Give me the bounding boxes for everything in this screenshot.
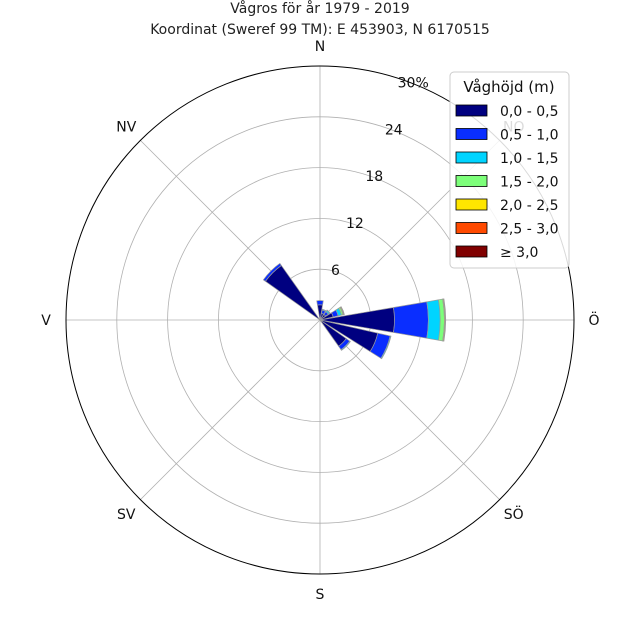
- radial-tick-3: 24: [385, 122, 403, 138]
- legend-label-1: 0,5 - 1,0: [500, 128, 558, 144]
- legend-swatch-0: [455, 104, 488, 117]
- legend-swatch-2: [455, 151, 488, 164]
- polar-outer-boundary: [65, 65, 575, 575]
- radial-tick-1: 12: [346, 216, 364, 232]
- bar-NV-s0: [264, 264, 321, 321]
- bar-Ö-s2: [426, 299, 441, 341]
- compass-label-4: S: [316, 587, 325, 603]
- chart-title: Vågros för år 1979 - 2019: [230, 0, 409, 17]
- legend-swatch-3: [455, 175, 488, 187]
- radial-tick-0: 6: [331, 263, 340, 279]
- bar-SÖ-s2: [340, 340, 351, 351]
- compass-label-3: SÖ: [504, 505, 524, 523]
- legend-swatch-4: [455, 198, 488, 211]
- compass-label-5: SV: [117, 507, 136, 523]
- radial-tick-2: 18: [365, 169, 383, 185]
- bar-Ö-s5: [443, 298, 447, 342]
- radial-tick-4: 30%: [398, 75, 429, 91]
- legend-title: Våghöjd (m): [463, 78, 554, 96]
- grid-spoke: [319, 319, 500, 500]
- legend-swatch-1: [455, 128, 488, 140]
- bar-ONO-s5: [340, 306, 345, 315]
- legend-label-0: 0,0 - 0,5: [500, 104, 558, 120]
- legend-label-4: 2,0 - 2,5: [500, 198, 558, 214]
- bar-NV-s1: [262, 262, 282, 282]
- bar-N-s1: [316, 300, 324, 306]
- legend-swatch-5: [455, 222, 488, 234]
- legend-swatch-6: [455, 245, 488, 258]
- legend-label-2: 1,0 - 1,5: [500, 151, 558, 167]
- legend-label-6: ≥ 3,0: [500, 245, 538, 261]
- grid-spoke: [140, 319, 321, 500]
- wave-bars: [262, 262, 447, 360]
- bar-NNO-s2: [321, 308, 327, 312]
- chart-subtitle: Koordinat (Sweref 99 TM): E 453903, N 61…: [150, 22, 490, 38]
- compass-label-0: N: [315, 39, 325, 55]
- radial-tick-labels: 6 12 18 24 30%: [331, 75, 429, 279]
- legend-label-3: 1,5 - 2,0: [500, 175, 558, 191]
- bar-OSO-s2: [380, 335, 392, 360]
- bar-Ö-s1: [393, 301, 429, 339]
- compass-label-7: NV: [116, 119, 136, 135]
- compass-label-6: V: [41, 313, 51, 329]
- legend-frame: [449, 71, 570, 269]
- compass-label-2: Ö: [588, 311, 599, 329]
- legend-items: 0,0 - 0,5 0,5 - 1,0 1,0 - 1,5 1,5 - 2,0 2,0 …: [455, 104, 558, 261]
- legend-label-5: 2,5 - 3,0: [500, 222, 558, 238]
- bar-NO-s3: [326, 309, 331, 314]
- legend: Våghöjd (m) 0,0 - 0,5 0,5 - 1,0 1,0 - 1,5 1…: [449, 71, 570, 269]
